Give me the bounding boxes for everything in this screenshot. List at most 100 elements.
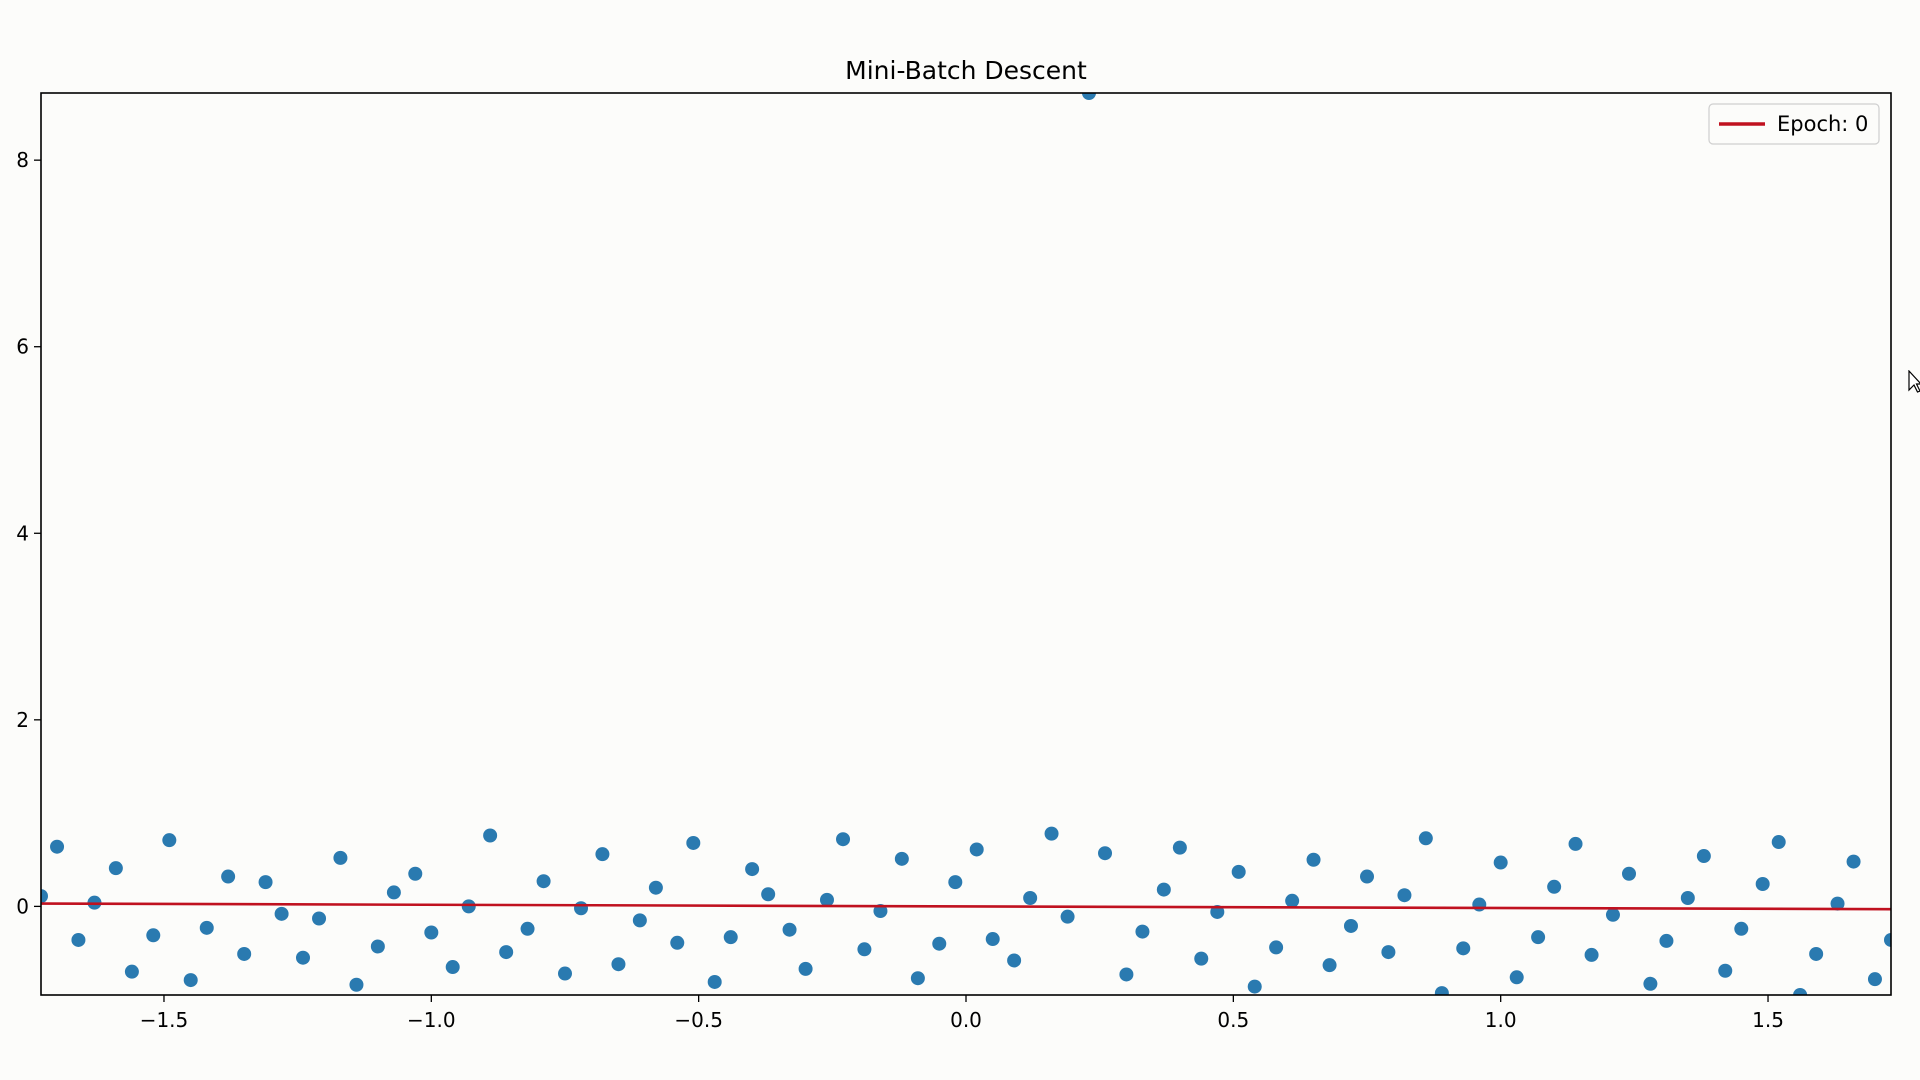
scatter-point [1210, 904, 1225, 919]
scatter-point [386, 885, 401, 900]
scatter-point [761, 887, 776, 902]
scatter-point [1793, 988, 1808, 995]
scatter-point [985, 932, 1000, 947]
scatter-point [1156, 882, 1171, 897]
scatter-point [1119, 967, 1134, 982]
scatter-point [1696, 849, 1711, 864]
scatter-point [1343, 918, 1358, 933]
scatter-point [274, 906, 289, 921]
regression-line [41, 902, 1891, 911]
axes-frame [40, 92, 1892, 996]
scatter-point [910, 971, 925, 986]
scatter-point [1285, 893, 1300, 908]
x-tick-label: 0.0 [950, 1008, 982, 1032]
scatter-point [1247, 979, 1262, 994]
scatter-point [632, 913, 647, 928]
scatter-point [557, 966, 572, 981]
scatter-point [1830, 896, 1845, 911]
scatter-point [1306, 852, 1321, 867]
scatter-point [1360, 869, 1375, 884]
scatter-point [798, 961, 813, 976]
scatter-point [782, 922, 797, 937]
scatter-point [1680, 890, 1695, 905]
scatter-point [1734, 921, 1749, 936]
scatter-point [1418, 831, 1433, 846]
scatter-point [370, 939, 385, 954]
scatter-point [312, 911, 327, 926]
scatter-point [1622, 866, 1637, 881]
scatter-point [1135, 924, 1150, 939]
plot-area [41, 93, 1891, 995]
scatter-point [50, 839, 65, 854]
scatter-point [1194, 951, 1209, 966]
scatter-point [1509, 970, 1524, 985]
scatter-point [1044, 826, 1059, 841]
scatter-point [1643, 976, 1658, 991]
scatter-point [199, 920, 214, 935]
scatter-point [1172, 840, 1187, 855]
scatter-point [932, 936, 947, 951]
scatter-point [723, 930, 738, 945]
scatter-point [536, 874, 551, 889]
y-tick-label: 0 [16, 894, 29, 918]
scatter-point [1531, 930, 1546, 945]
scatter-point [648, 880, 663, 895]
x-tick-label: 0.5 [1217, 1008, 1249, 1032]
scatter-point [1322, 958, 1337, 973]
scatter-point [894, 851, 909, 866]
scatter-point [1846, 854, 1861, 869]
scatter-point [1456, 941, 1471, 956]
scatter-point [969, 842, 984, 857]
scatter-point [1381, 945, 1396, 960]
legend-label: Epoch: 0 [1777, 112, 1868, 136]
scatter-point [1867, 972, 1882, 987]
scatter-point [1493, 855, 1508, 870]
scatter-point [948, 875, 963, 890]
scatter-point [1007, 953, 1022, 968]
scatter-point [595, 847, 610, 862]
scatter-point [1231, 864, 1246, 879]
scatter-point [1081, 93, 1096, 100]
y-axis: 0 2 4 6 8 [16, 148, 41, 918]
scatter-point [1605, 907, 1620, 922]
scatter-point [520, 921, 535, 936]
scatter-point [1060, 909, 1075, 924]
scatter-point [1584, 947, 1599, 962]
scatter-point [574, 901, 589, 916]
scatter-point [1269, 940, 1284, 955]
scatter-point [873, 904, 888, 919]
scatter-point [1434, 986, 1449, 995]
x-tick-label: −0.5 [674, 1008, 723, 1032]
scatter-point [1884, 932, 1891, 947]
y-tick-label: 4 [16, 521, 29, 545]
y-tick-label: 8 [16, 148, 29, 172]
scatter-point [483, 828, 498, 843]
scatter-point [670, 935, 685, 950]
scatter-point [686, 835, 701, 850]
x-tick-label: −1.5 [140, 1008, 189, 1032]
chart-title: Mini-Batch Descent [845, 56, 1087, 85]
scatter-point [1568, 836, 1583, 851]
scatter-point [707, 974, 722, 989]
legend: Epoch: 0 [1708, 103, 1880, 145]
scatter-point [295, 950, 310, 965]
scatter-point [162, 833, 177, 848]
scatter-point [1809, 946, 1824, 961]
x-tick-label: 1.0 [1485, 1008, 1517, 1032]
scatter-point [1755, 876, 1770, 891]
scatter-point [1397, 888, 1412, 903]
scatter-point [408, 866, 423, 881]
scatter-point [1023, 890, 1038, 905]
scatter-point [237, 946, 252, 961]
x-tick-label: −1.0 [407, 1008, 456, 1032]
scatter-point [819, 892, 834, 907]
scatter-point [221, 869, 236, 884]
scatter-point [258, 875, 273, 890]
scatter-point [461, 899, 476, 914]
scatter-point [1472, 897, 1487, 912]
scatter-point [183, 973, 198, 988]
scatter-point [424, 925, 439, 940]
scatter-point [41, 889, 48, 904]
scatter-point [108, 861, 123, 876]
mouse-cursor-icon [1908, 370, 1920, 393]
